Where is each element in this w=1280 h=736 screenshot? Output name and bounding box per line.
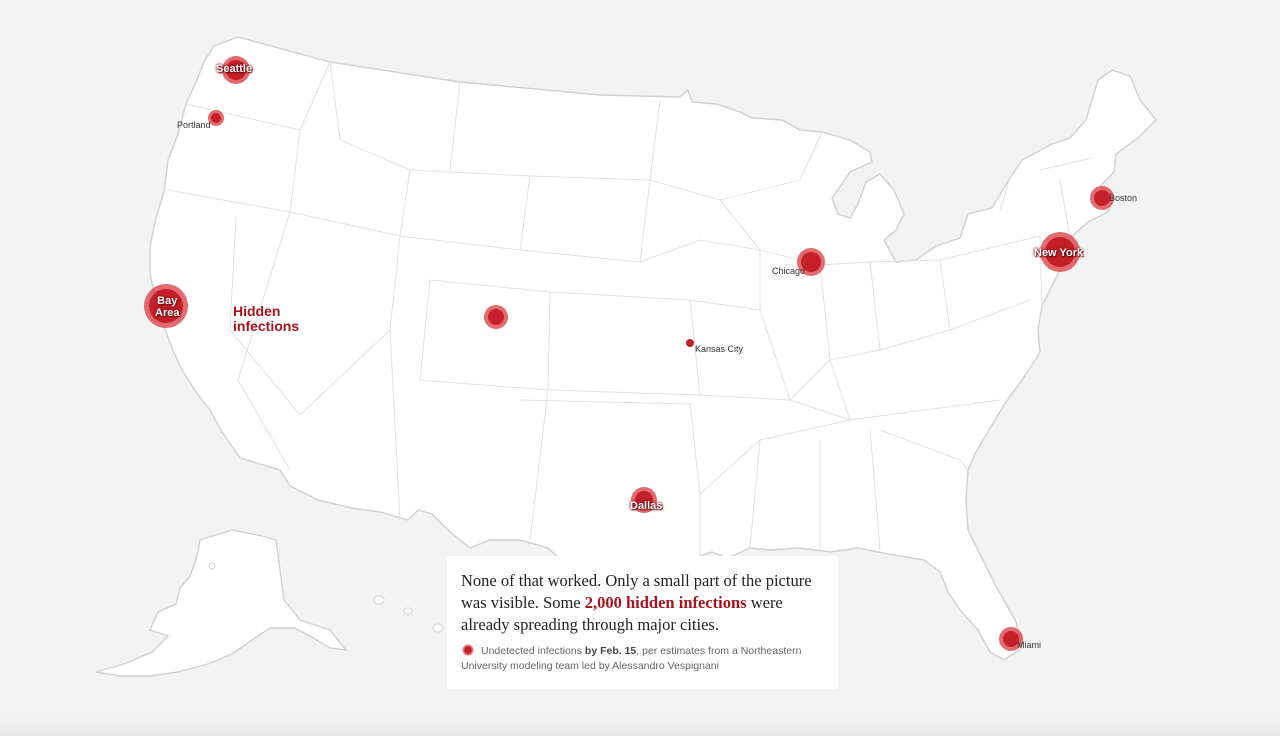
city-label-chicago: Chicago [772, 266, 806, 276]
chicago-blob [797, 248, 825, 276]
legend-suffix: , per estimates from a Northeastern Univ… [461, 645, 802, 672]
caption-box: None of that worked. Only a small part o… [447, 556, 838, 689]
caption-highlight: 2,000 hidden infections [584, 593, 747, 612]
kansas-city-blob [686, 339, 694, 347]
city-label-boston: Boston [1109, 193, 1138, 203]
new-york-blob [1040, 232, 1080, 272]
city-label-dallas: Dallas [630, 500, 663, 512]
caption-text-before: None of that worked. Only a small part o… [461, 571, 812, 612]
infection-blob-icon [462, 644, 474, 656]
legend-prefix: Undetected infections [481, 645, 585, 657]
seattle-blob [222, 56, 250, 84]
colorado-blob [484, 305, 508, 329]
city-label-portland: Portland [177, 120, 211, 130]
islands [208, 562, 444, 633]
city-label-bay-area: Bay Area [155, 295, 180, 319]
dallas-blob [631, 487, 657, 513]
city-label-new-york: New York [1034, 247, 1084, 259]
infection-blobs [144, 56, 1114, 651]
boston-blob [1090, 186, 1114, 210]
alaska-outline [95, 529, 348, 677]
caption-text-after: were already spreading through major cit… [461, 593, 783, 634]
city-label-seattle: Seattle [216, 63, 253, 75]
hidden-infections-label: Hidden infections [233, 303, 300, 334]
city-label-miami: Miami [1017, 640, 1041, 650]
bay-area-blob [144, 284, 188, 328]
miami-blob [999, 627, 1023, 651]
caption-text: None of that worked. Only a small part o… [461, 570, 824, 636]
state-borders [167, 61, 1093, 556]
legend: Undetected infections by Feb. 15, per es… [461, 644, 824, 674]
city-label-kansas-city: Kansas City [695, 344, 744, 354]
legend-bold: by Feb. 15 [584, 645, 637, 657]
bottom-bar [0, 716, 1280, 736]
portland-blob [208, 110, 224, 126]
